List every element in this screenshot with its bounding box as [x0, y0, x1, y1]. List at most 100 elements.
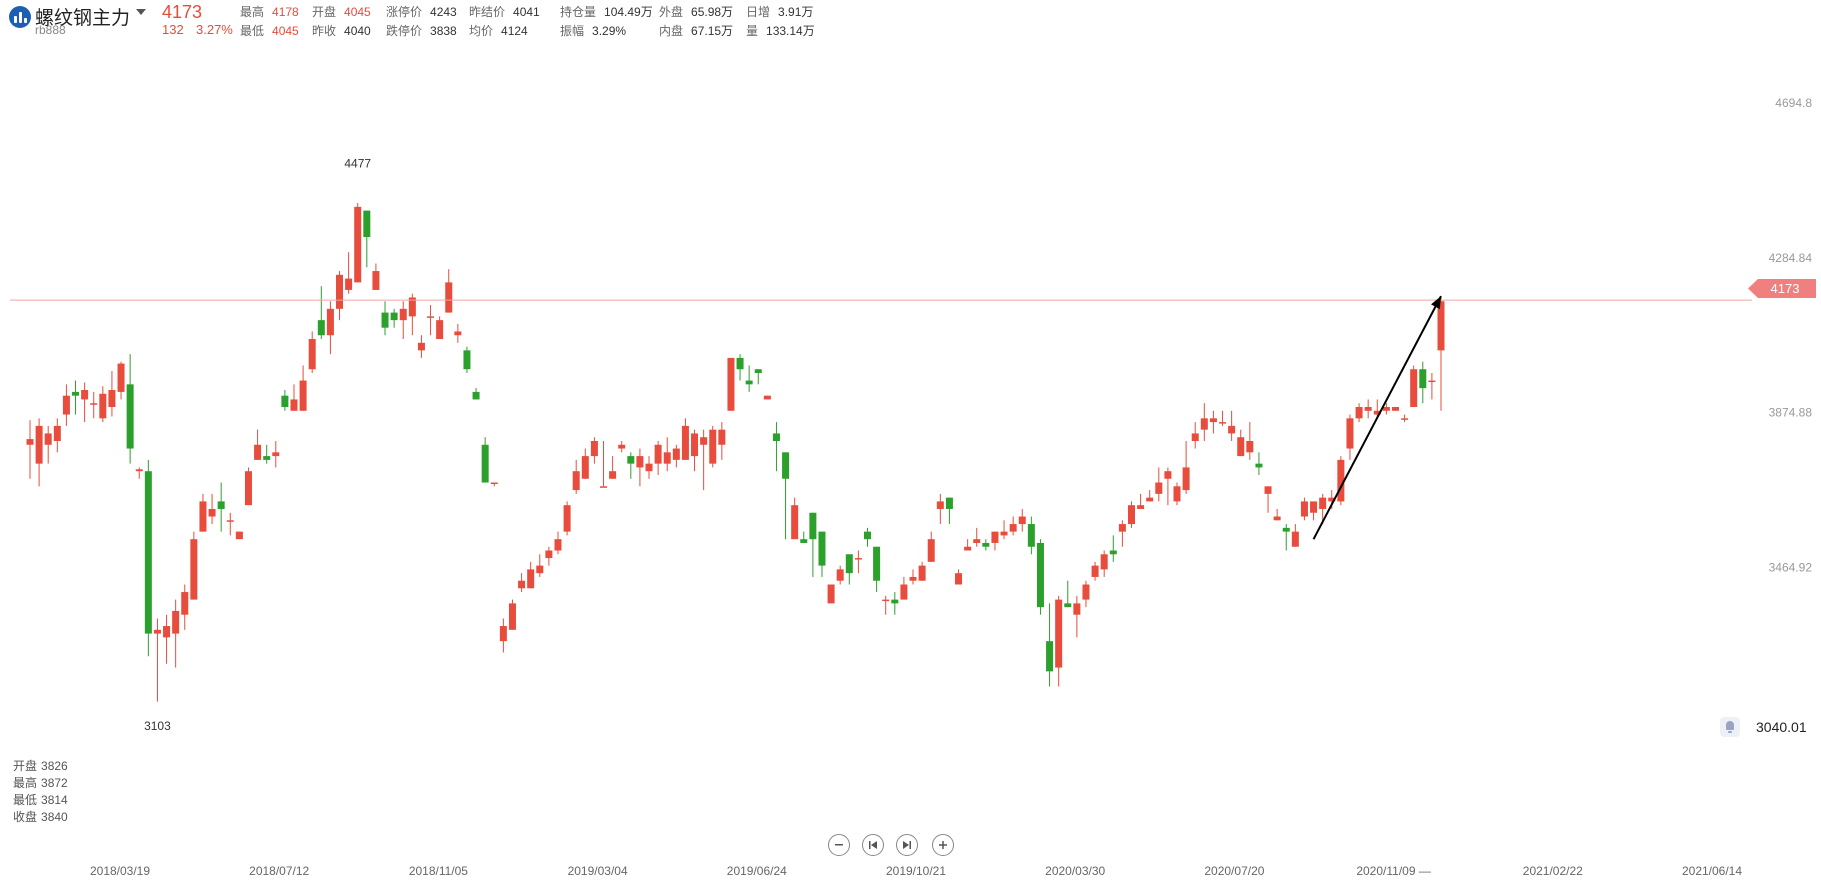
candle[interactable] [336, 271, 344, 321]
candle[interactable] [1273, 508, 1281, 521]
candle[interactable] [399, 301, 407, 340]
candle[interactable] [1291, 524, 1299, 547]
candle[interactable] [363, 210, 371, 268]
candle[interactable] [772, 422, 780, 472]
candle[interactable] [654, 440, 662, 475]
candle[interactable] [163, 614, 171, 664]
candle[interactable] [272, 440, 280, 468]
candle[interactable] [508, 599, 516, 630]
candle[interactable] [1437, 297, 1445, 411]
zoom-in-button[interactable] [932, 834, 954, 856]
candle[interactable] [791, 497, 799, 540]
candle[interactable] [863, 527, 871, 547]
candle[interactable] [818, 531, 826, 577]
candle[interactable] [836, 565, 844, 585]
candle[interactable] [172, 599, 180, 668]
candle[interactable] [1346, 414, 1354, 460]
candle[interactable] [991, 531, 999, 551]
candle[interactable] [1282, 524, 1290, 551]
candle[interactable] [135, 467, 143, 479]
candle[interactable] [99, 386, 107, 423]
candle[interactable] [26, 420, 34, 479]
candle[interactable] [217, 482, 225, 532]
candle[interactable] [181, 584, 189, 630]
candle[interactable] [854, 550, 862, 574]
candle[interactable] [53, 418, 61, 453]
candle[interactable] [1337, 456, 1345, 506]
candle[interactable] [1264, 486, 1272, 513]
candle[interactable] [518, 573, 526, 593]
candle[interactable] [354, 203, 362, 283]
candle[interactable] [627, 452, 635, 479]
candle[interactable] [1155, 467, 1163, 502]
candle[interactable] [436, 316, 444, 340]
candle[interactable] [1219, 410, 1227, 426]
candle[interactable] [545, 546, 553, 566]
candle[interactable] [945, 497, 953, 525]
candle[interactable] [254, 429, 262, 460]
candle[interactable] [72, 380, 80, 415]
candle[interactable] [390, 308, 398, 328]
candle[interactable] [35, 418, 43, 487]
candle[interactable] [1073, 595, 1081, 638]
candle[interactable] [827, 584, 835, 604]
candle[interactable] [1200, 403, 1208, 441]
candle[interactable] [873, 546, 881, 593]
candle[interactable] [1319, 493, 1327, 525]
candle[interactable] [918, 561, 926, 581]
candle[interactable] [909, 569, 917, 585]
candle[interactable] [536, 554, 544, 577]
candle[interactable] [1127, 501, 1135, 528]
candle[interactable] [1246, 422, 1254, 460]
candle[interactable] [882, 595, 890, 615]
candle[interactable] [190, 531, 198, 600]
candle[interactable] [691, 429, 699, 472]
candle[interactable] [1109, 535, 1117, 562]
candle[interactable] [1091, 561, 1099, 581]
candle[interactable] [618, 440, 626, 453]
candle[interactable] [1255, 452, 1263, 475]
candle[interactable] [955, 569, 963, 585]
candle[interactable] [81, 382, 89, 423]
candle[interactable] [1046, 603, 1054, 687]
candle[interactable] [1300, 497, 1308, 521]
zoom-out-button[interactable] [828, 834, 850, 856]
candle[interactable] [982, 539, 990, 551]
candle[interactable] [1364, 399, 1372, 419]
candle[interactable] [1009, 516, 1017, 536]
candle[interactable] [891, 592, 899, 615]
candle[interactable] [108, 371, 116, 417]
candle[interactable] [1373, 399, 1381, 419]
candle[interactable] [499, 618, 507, 653]
candle[interactable] [208, 493, 216, 525]
candle[interactable] [964, 539, 972, 551]
candle[interactable] [1082, 580, 1090, 608]
candle[interactable] [563, 501, 571, 536]
candle[interactable] [417, 335, 425, 358]
candle[interactable] [681, 418, 689, 460]
candle[interactable] [226, 512, 234, 536]
candle[interactable] [800, 531, 808, 543]
candle[interactable] [281, 390, 289, 411]
candle[interactable] [736, 354, 744, 381]
candle[interactable] [936, 493, 944, 525]
candle[interactable] [326, 301, 334, 355]
candle[interactable] [845, 554, 853, 585]
candle[interactable] [1209, 410, 1217, 434]
candle[interactable] [463, 346, 471, 374]
candle[interactable] [745, 365, 753, 392]
candle[interactable] [973, 527, 981, 547]
symbol-dropdown-icon[interactable] [136, 9, 146, 15]
candle[interactable] [1027, 516, 1035, 555]
candle[interactable] [44, 425, 52, 464]
candle[interactable] [153, 618, 161, 702]
candle[interactable] [1055, 595, 1063, 687]
candle[interactable] [1237, 429, 1245, 457]
candle[interactable] [427, 305, 435, 336]
candle[interactable] [754, 369, 762, 385]
scroll-right-button[interactable] [896, 834, 918, 856]
candle[interactable] [1137, 493, 1145, 509]
candle[interactable] [554, 531, 562, 555]
candle[interactable] [490, 482, 498, 487]
